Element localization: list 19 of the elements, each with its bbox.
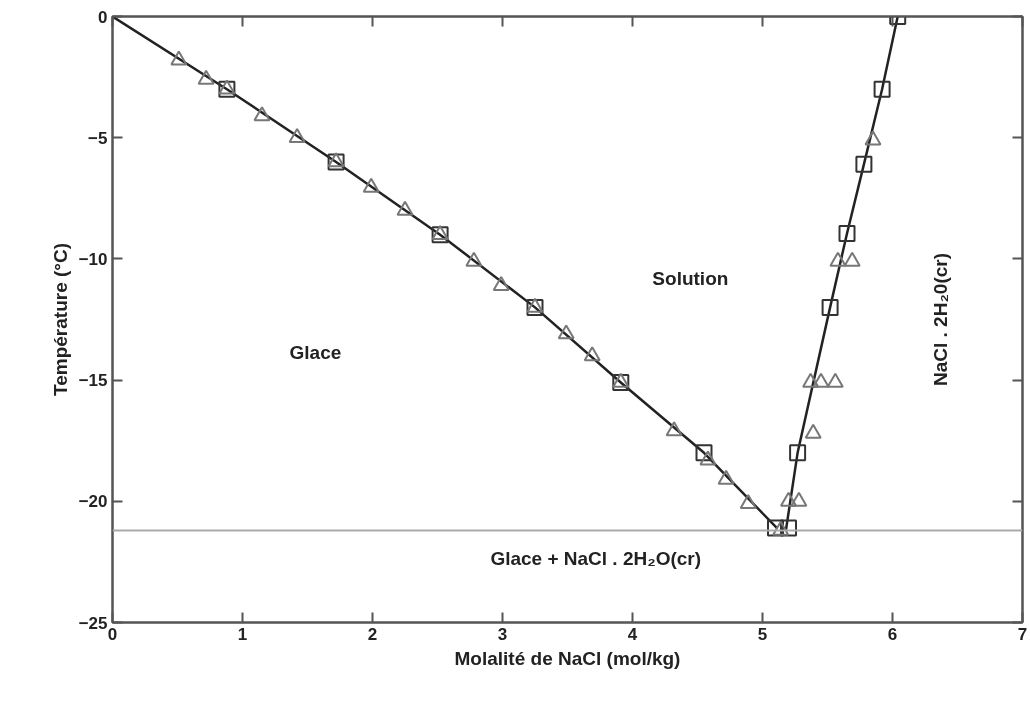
y-tick-label: −25: [78, 613, 108, 633]
x-axis-title: Molalité de NaCl (mol/kg): [454, 647, 681, 669]
x-tick-label: 3: [497, 624, 508, 644]
x-tick-label: 1: [237, 624, 248, 644]
annotation: NaCl . 2H₂0(cr): [930, 252, 952, 387]
x-tick-label: 6: [887, 624, 898, 644]
annotation: Solution: [652, 267, 729, 289]
y-tick-label: −15: [78, 371, 108, 391]
y-axis-title: Température (°C): [49, 243, 71, 396]
x-tick-label: 4: [627, 624, 638, 644]
annotation: Glace + NaCl . 2H₂O(cr): [490, 547, 702, 569]
y-tick-label: 0: [98, 7, 108, 27]
y-tick-label: −10: [78, 249, 108, 269]
y-tick-label: −20: [78, 492, 108, 512]
y-tick-label: −5: [88, 128, 108, 148]
annotation: Glace: [289, 341, 342, 363]
x-tick-label: 5: [757, 624, 768, 644]
x-tick-label: 7: [1017, 624, 1028, 644]
x-tick-label: 2: [367, 624, 378, 644]
